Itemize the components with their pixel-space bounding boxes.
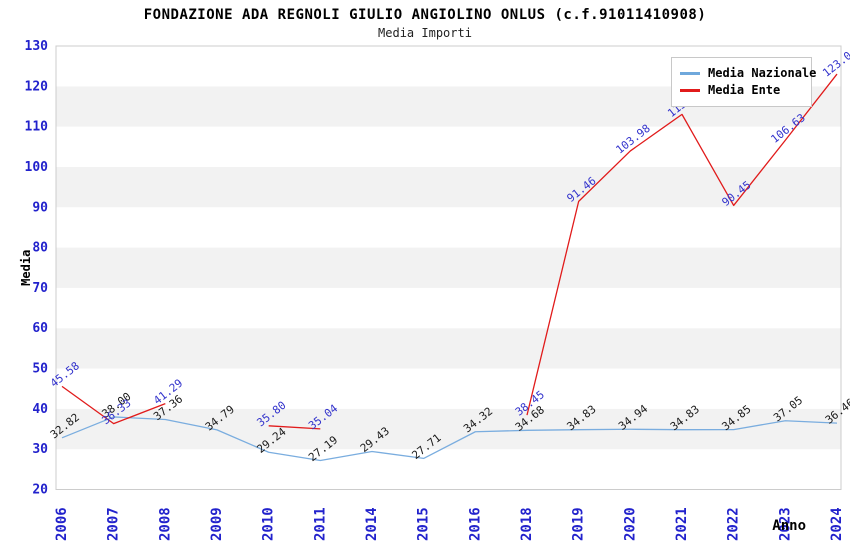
series-line-media-ente bbox=[61, 385, 166, 425]
x-axis-tick-label: 2016 bbox=[467, 507, 483, 541]
y-axis-tick-label: 70 bbox=[32, 281, 48, 296]
x-axis-tick-label: 2006 bbox=[54, 507, 70, 541]
grid-band bbox=[56, 287, 841, 329]
y-axis-tick-label: 110 bbox=[25, 120, 49, 135]
y-axis-tick-label: 90 bbox=[32, 200, 48, 215]
x-axis-tick-label: 2023 bbox=[777, 507, 793, 541]
grid-band bbox=[56, 166, 841, 208]
x-axis-tick-label: 2008 bbox=[157, 507, 173, 541]
x-axis-tick-label: 2007 bbox=[106, 507, 122, 541]
x-axis-tick-label: 2009 bbox=[209, 507, 225, 541]
grid-band bbox=[56, 126, 841, 167]
x-axis-tick-label: 2011 bbox=[312, 507, 328, 541]
x-axis-title: Anno bbox=[772, 518, 806, 534]
grid-band bbox=[56, 328, 841, 369]
plot-border bbox=[55, 45, 842, 490]
x-axis-tick-label: 2022 bbox=[726, 507, 742, 541]
x-axis-tick-label: 2010 bbox=[261, 507, 277, 541]
series-line-media-nazionale bbox=[61, 416, 838, 462]
x-axis-tick-label: 2015 bbox=[416, 507, 432, 541]
legend-item-label: Media Ente bbox=[708, 83, 781, 97]
series-line-media-ente bbox=[268, 425, 321, 430]
y-axis-tick-label: 30 bbox=[32, 442, 48, 457]
ente-line-swatch-icon bbox=[680, 88, 700, 92]
nazionale-line-swatch-icon bbox=[680, 71, 700, 75]
x-axis-tick-label: 2021 bbox=[674, 507, 690, 541]
y-axis-tick-label: 130 bbox=[25, 39, 49, 54]
legend-item-label: Media Nazionale bbox=[708, 66, 817, 80]
grid-band bbox=[56, 449, 841, 490]
chart-subtitle: Media Importi bbox=[378, 26, 472, 40]
x-axis-tick-label: 2014 bbox=[364, 507, 380, 541]
series-line-media-ente bbox=[526, 73, 838, 416]
chart-title: FONDAZIONE ADA REGNOLI GIULIO ANGIOLINO … bbox=[143, 7, 707, 23]
y-axis-tick-label: 60 bbox=[32, 321, 48, 336]
y-axis-tick-label: 80 bbox=[32, 241, 48, 256]
y-axis-tick-label: 40 bbox=[32, 402, 48, 417]
legend-item-nazionale: Media Nazionale bbox=[680, 65, 816, 81]
y-axis-tick-label: 20 bbox=[32, 483, 48, 498]
grid-band bbox=[56, 247, 841, 288]
y-axis-tick-label: 50 bbox=[32, 362, 48, 377]
x-axis-tick-label: 2018 bbox=[519, 507, 535, 541]
y-axis-title: Media bbox=[19, 250, 33, 286]
x-axis-tick-label: 2019 bbox=[571, 507, 587, 541]
grid-band bbox=[56, 207, 841, 248]
grid-band bbox=[56, 368, 841, 409]
x-axis-tick-label: 2020 bbox=[622, 507, 638, 541]
x-axis-tick-label: 2024 bbox=[829, 507, 845, 541]
y-axis-tick-label: 100 bbox=[25, 160, 49, 175]
chart-legend: Media Nazionale Media Ente bbox=[671, 57, 816, 107]
legend-item-ente: Media Ente bbox=[680, 82, 803, 98]
y-axis-tick-label: 120 bbox=[25, 79, 49, 94]
